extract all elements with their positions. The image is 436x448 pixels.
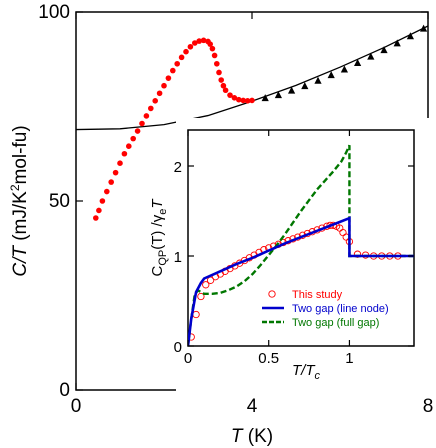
main-data-point <box>96 207 102 214</box>
inset-x-tick-label: 0 <box>184 350 192 367</box>
main-data-point <box>183 48 189 55</box>
main-data-point <box>209 45 216 52</box>
inset-line-node-curve <box>188 216 414 346</box>
inset-data-point <box>202 281 210 289</box>
main-data-point <box>196 38 202 44</box>
inset-y-tick-label: 0 <box>174 339 182 356</box>
main-data-point <box>93 215 99 221</box>
main-y-tick-label: 0 <box>59 380 70 401</box>
main-y-tick-label: 50 <box>49 191 70 212</box>
main-x-axis-label: T (K) <box>231 426 273 447</box>
main-data-point <box>218 77 224 83</box>
main-fit-line <box>76 25 428 131</box>
main-triangle-point <box>354 59 362 67</box>
main-triangle-point <box>314 76 322 84</box>
main-data-point <box>152 98 158 104</box>
main-data-point <box>134 128 141 134</box>
main-x-tick-label: 0 <box>71 396 82 417</box>
inset-x-tick-label: 0.5 <box>258 350 279 367</box>
main-data-point <box>207 41 213 47</box>
main-data-point <box>192 40 198 46</box>
main-data-layer <box>76 24 428 221</box>
main-data-point <box>148 105 154 112</box>
main-data-point <box>227 92 233 98</box>
main-triangle-point <box>367 52 375 60</box>
main-data-point <box>214 60 220 67</box>
inset-data-layer <box>188 144 414 346</box>
main-data-point <box>130 135 136 142</box>
inset-ticks: 0 0.5 1 0 1 2 <box>174 130 414 367</box>
main-data-point <box>156 90 163 97</box>
main-data-point <box>99 198 106 204</box>
main-data-point <box>126 143 132 149</box>
main-data-point <box>236 96 242 103</box>
inset-plot-frame <box>187 129 415 347</box>
main-data-point <box>143 113 150 119</box>
inset-full-gap-curve <box>188 144 414 346</box>
main-y-tick-label: 100 <box>38 2 70 23</box>
main-data-point <box>161 82 167 89</box>
main-data-point <box>139 120 145 127</box>
main-data-point <box>231 95 238 101</box>
main-data-point <box>112 169 119 176</box>
main-y-axis-label: C/T (mJ/K2mol-fu) <box>8 125 31 276</box>
main-data-point <box>249 97 255 104</box>
main-x-tick-label: 4 <box>247 396 258 417</box>
main-data-point <box>211 52 218 59</box>
main-data-point <box>178 54 185 61</box>
inset-y-tick-label: 1 <box>174 249 182 266</box>
legend-label: Two gap (full gap) <box>292 317 379 329</box>
inset-data-point <box>206 276 215 284</box>
main-data-point <box>222 87 229 94</box>
main-triangle-point <box>406 32 414 40</box>
main-data-point <box>108 179 114 185</box>
inset-legend: This study Two gap (line node) Two gap (fu… <box>262 289 389 329</box>
main-data-point <box>200 37 207 44</box>
legend-label: Two gap (line node) <box>292 303 389 315</box>
main-triangle-point <box>420 24 428 32</box>
main-data-point <box>170 67 176 74</box>
main-triangle-point <box>393 39 401 47</box>
main-data-point <box>216 69 222 76</box>
main-x-tick-label: 8 <box>423 396 434 417</box>
main-data-point <box>104 188 110 195</box>
legend-label: This study <box>292 289 343 301</box>
main-data-point <box>121 150 128 157</box>
main-triangle-point <box>274 91 282 99</box>
inset-y-tick-label: 2 <box>174 159 182 176</box>
main-data-point <box>165 75 172 81</box>
main-triangle-point <box>288 86 296 94</box>
main-data-point <box>220 82 227 89</box>
main-data-point <box>187 43 194 50</box>
main-triangle-point <box>301 82 309 90</box>
main-data-point <box>117 160 123 166</box>
main-triangle-point <box>380 46 388 54</box>
main-triangle-point <box>340 65 348 73</box>
main-triangle-point <box>327 71 335 79</box>
inset-chart: 0 0.5 1 0 1 2 T/Tc CQP(T) /γeT This study Two … <box>149 118 434 393</box>
main-triangle-point <box>261 94 269 102</box>
legend-marker <box>268 290 276 298</box>
main-data-point <box>174 60 180 67</box>
main-data-point <box>240 97 246 104</box>
inset-data-point <box>197 292 205 301</box>
main-data-point <box>244 98 251 104</box>
inset-y-axis-label: CQP(T) /γeT <box>149 198 169 277</box>
inset-x-tick-label: 1 <box>345 350 353 367</box>
inset-x-axis-label: T/Tc <box>292 362 321 382</box>
inset-data-point <box>353 250 362 258</box>
